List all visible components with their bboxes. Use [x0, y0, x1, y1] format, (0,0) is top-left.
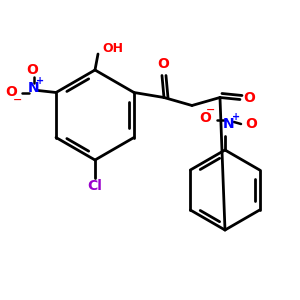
Text: Cl: Cl: [88, 179, 102, 193]
Text: −: −: [13, 94, 23, 104]
Text: O: O: [243, 92, 255, 106]
Text: −: −: [206, 105, 216, 115]
Text: O: O: [157, 58, 169, 71]
Text: N: N: [223, 117, 235, 131]
Text: +: +: [232, 112, 240, 122]
Text: O: O: [199, 111, 211, 125]
Text: +: +: [36, 76, 44, 86]
Text: O: O: [26, 62, 38, 76]
Text: OH: OH: [102, 41, 123, 55]
Text: O: O: [245, 117, 257, 131]
Text: N: N: [28, 82, 40, 95]
Text: O: O: [5, 85, 17, 100]
